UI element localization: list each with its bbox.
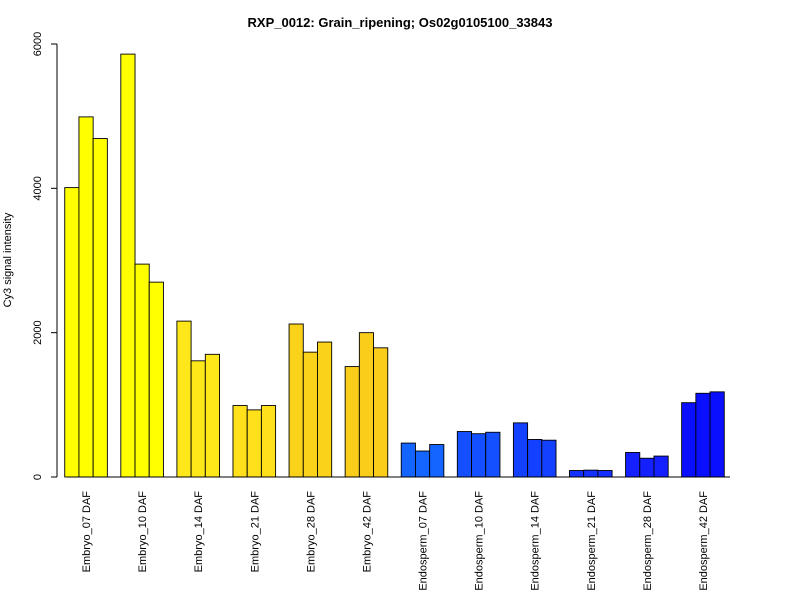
bar-group (120, 53, 164, 478)
bar-group (400, 442, 445, 478)
bar (485, 431, 501, 478)
bar (695, 392, 711, 478)
y-axis: 0 2000 4000 6000 (32, 32, 58, 480)
category-label: Endosperm_10 DAF (474, 491, 486, 591)
bar (92, 138, 108, 478)
bar (414, 450, 431, 478)
y-tick-label: 0 (32, 474, 44, 480)
bar-group (288, 323, 333, 478)
y-tick-label: 4000 (32, 176, 44, 200)
bars-group (64, 53, 725, 478)
bar (148, 281, 164, 478)
bar (302, 351, 318, 478)
bar (78, 116, 94, 478)
bar (260, 405, 277, 478)
category-label: Endosperm_14 DAF (530, 491, 542, 591)
bar (709, 391, 725, 478)
bar (64, 187, 80, 478)
bar (344, 366, 360, 478)
category-label: Endosperm_42 DAF (698, 491, 710, 591)
bar (288, 323, 304, 478)
bar (625, 452, 641, 478)
bar (120, 53, 136, 478)
bar-group (344, 332, 389, 478)
y-axis-label: Cy3 signal intensity (2, 212, 14, 307)
category-label: Embryo_10 DAF (137, 491, 149, 573)
bar (232, 405, 248, 478)
bar-group (569, 469, 613, 478)
bar (134, 263, 150, 478)
chart-title: RXP_0012: Grain_ripening; Os02g0105100_3… (248, 15, 553, 30)
bar (400, 442, 416, 478)
category-label: Endosperm_07 DAF (418, 491, 430, 591)
bar (204, 353, 220, 478)
category-labels: Embryo_07 DAF Embryo_10 DAF Embryo_14 DAF E… (81, 491, 710, 591)
bar (512, 422, 529, 478)
bar (583, 469, 599, 478)
category-label: Embryo_28 DAF (305, 491, 317, 573)
bar (541, 439, 557, 478)
bar (471, 433, 487, 478)
bar (246, 409, 262, 478)
bar-group (64, 116, 108, 478)
bar-group (625, 452, 669, 478)
bar (317, 341, 333, 478)
bar (597, 470, 613, 478)
y-tick-label: 2000 (32, 320, 44, 344)
category-label: Embryo_14 DAF (193, 491, 205, 573)
category-label: Endosperm_21 DAF (586, 491, 598, 591)
bar (681, 402, 697, 478)
bar (456, 431, 472, 478)
category-label: Embryo_07 DAF (81, 491, 93, 573)
bar-group (232, 405, 277, 478)
category-label: Endosperm_28 DAF (642, 491, 654, 591)
y-tick-label: 6000 (32, 32, 44, 56)
bar-group (512, 422, 557, 478)
bar (639, 457, 655, 478)
bar (176, 320, 192, 478)
bar (429, 444, 445, 478)
bar (653, 455, 669, 478)
bar (373, 347, 389, 478)
category-label: Embryo_42 DAF (361, 491, 373, 573)
bar (569, 470, 585, 478)
bar (190, 360, 206, 478)
bar (527, 439, 543, 478)
category-label: Embryo_21 DAF (249, 491, 261, 573)
bar-group (176, 320, 220, 478)
bar (358, 332, 375, 478)
bar-group (456, 431, 501, 478)
bar-group (681, 391, 725, 478)
